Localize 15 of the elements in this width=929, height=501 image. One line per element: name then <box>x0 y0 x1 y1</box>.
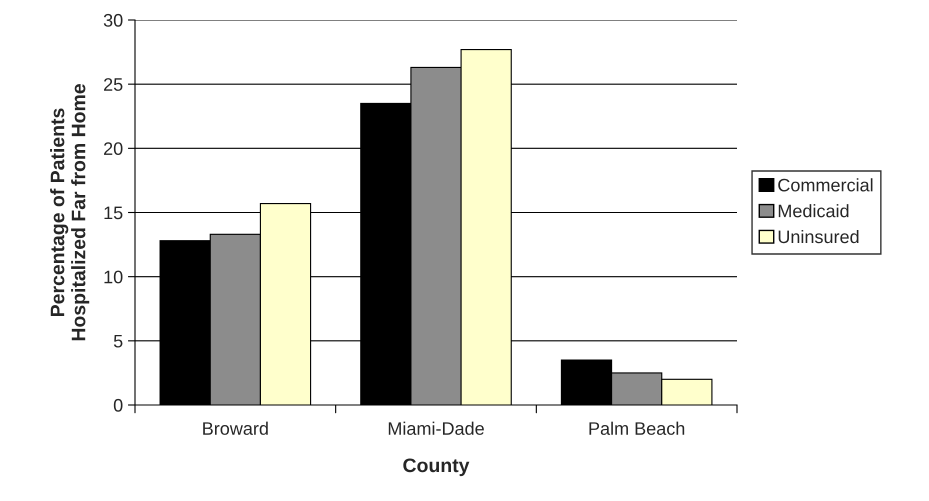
y-tick-label: 10 <box>104 270 122 284</box>
x-tick-label: Palm Beach <box>589 422 684 435</box>
legend-label: Uninsured <box>778 230 858 244</box>
x-axis-title: County <box>403 458 470 476</box>
y-tick-label: 5 <box>114 334 122 348</box>
y-tick-label: 20 <box>104 142 122 156</box>
x-tick-label: Miami-Dade <box>388 422 484 435</box>
legend-label: Commercial <box>778 178 872 192</box>
y-tick-label: 15 <box>104 206 122 220</box>
y-axis-title: Percentage of Patients Hospitalized Far from Home <box>50 84 90 340</box>
y-tick-label: 25 <box>104 78 122 91</box>
y-tick-label: 0 <box>114 398 122 412</box>
legend-label: Medicaid <box>778 204 848 218</box>
y-tick-label: 30 <box>104 14 122 27</box>
x-tick-label: Broward <box>203 422 268 435</box>
